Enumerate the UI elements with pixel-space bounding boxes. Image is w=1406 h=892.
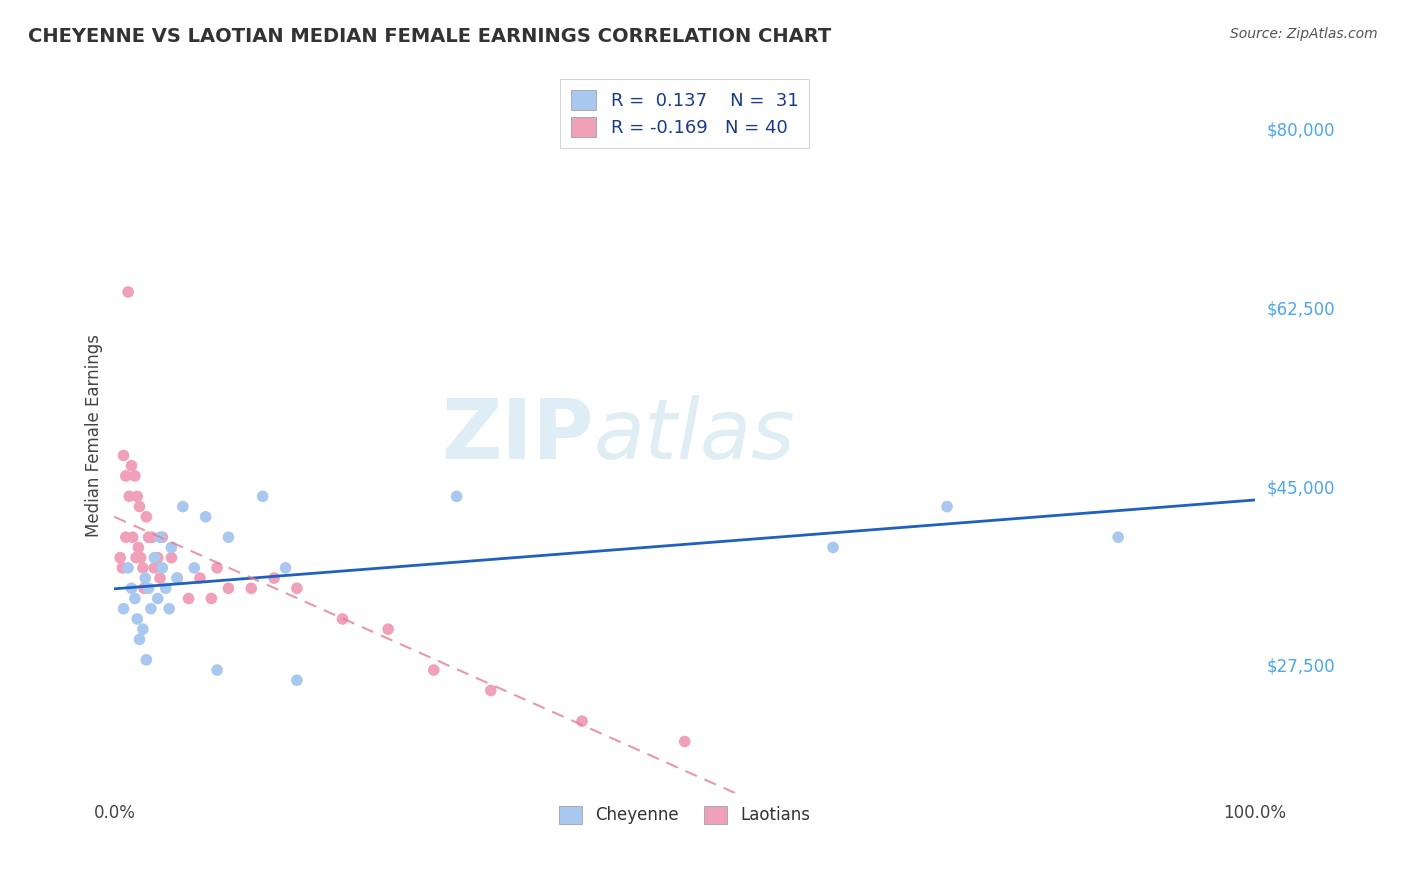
Point [821,541,844,555]
Point [183,561,205,575]
Point [936,500,959,514]
Point [150,561,173,575]
Point [479,683,502,698]
Point [146,591,169,606]
Text: ZIP: ZIP [441,394,593,475]
Y-axis label: Median Female Earnings: Median Female Earnings [86,334,103,537]
Point [157,601,180,615]
Point [285,582,308,596]
Point [128,500,150,514]
Point [141,530,163,544]
Point [112,601,135,615]
Point [205,663,228,677]
Point [1107,530,1129,544]
Point [112,449,135,463]
Point [124,591,146,606]
Point [217,582,239,596]
Point [160,541,183,555]
Point [121,458,143,473]
Point [177,591,200,606]
Text: atlas: atlas [593,394,796,475]
Point [217,530,239,544]
Point [138,530,160,544]
Point [127,541,149,555]
Point [143,550,166,565]
Text: CHEYENNE VS LAOTIAN MEDIAN FEMALE EARNINGS CORRELATION CHART: CHEYENNE VS LAOTIAN MEDIAN FEMALE EARNIN… [28,27,831,45]
Point [135,653,157,667]
Point [150,530,173,544]
Point [263,571,285,585]
Point [129,550,152,565]
Point [114,530,136,544]
Point [188,571,211,585]
Point [139,601,162,615]
Point [172,500,194,514]
Point [117,285,139,299]
Point [673,734,696,748]
Point [571,714,593,728]
Point [274,561,297,575]
Point [285,673,308,688]
Point [117,561,139,575]
Point [149,530,172,544]
Point [128,632,150,647]
Point [134,571,156,585]
Point [160,550,183,565]
Point [118,489,141,503]
Point [121,582,143,596]
Text: Source: ZipAtlas.com: Source: ZipAtlas.com [1230,27,1378,41]
Point [332,612,354,626]
Legend: Cheyenne, Laotians: Cheyenne, Laotians [548,796,821,834]
Point [194,509,217,524]
Point [205,561,228,575]
Point [124,469,146,483]
Point [114,469,136,483]
Point [155,582,177,596]
Point [132,622,155,636]
Point [132,582,155,596]
Point [200,591,222,606]
Point [108,550,131,565]
Point [127,489,149,503]
Point [166,571,188,585]
Point [252,489,274,503]
Point [111,561,134,575]
Point [138,582,160,596]
Point [377,622,399,636]
Point [125,550,148,565]
Point [423,663,446,677]
Point [166,571,188,585]
Point [135,509,157,524]
Point [121,530,143,544]
Point [149,571,172,585]
Point [143,561,166,575]
Point [132,561,155,575]
Point [240,582,263,596]
Point [146,550,169,565]
Point [446,489,468,503]
Point [127,612,149,626]
